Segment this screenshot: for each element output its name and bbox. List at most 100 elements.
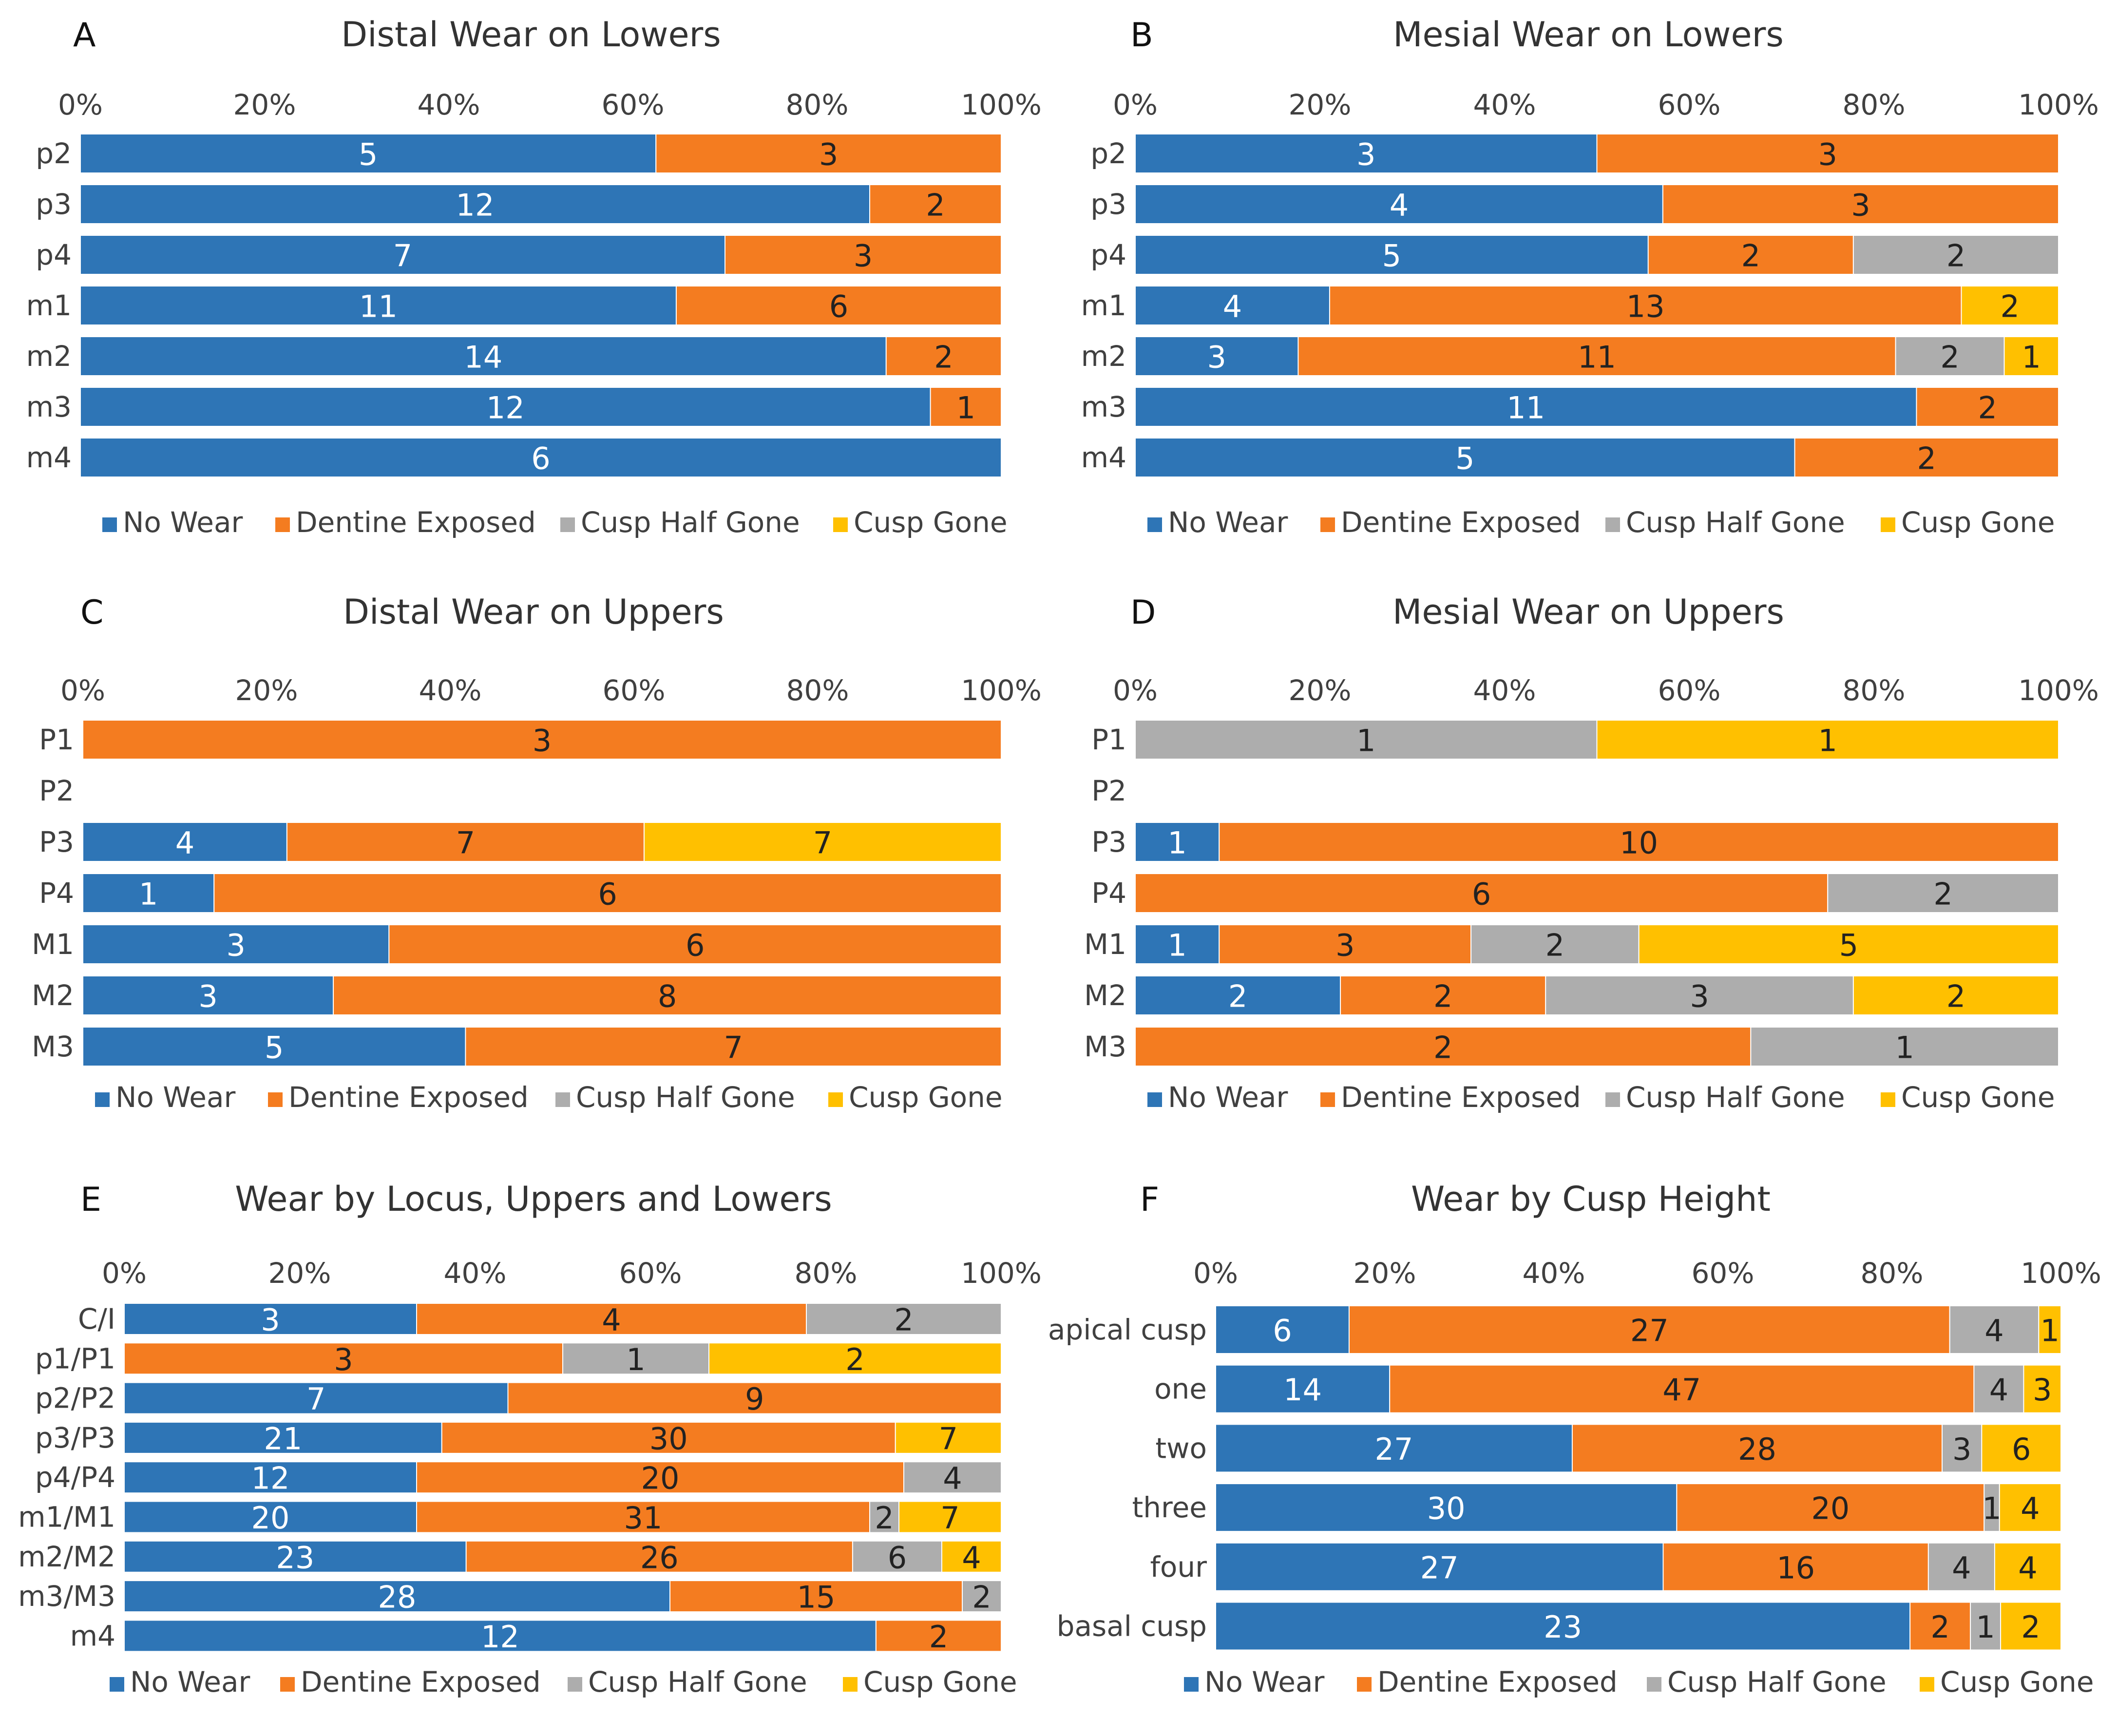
- category-label: M2: [32, 979, 74, 1012]
- data-label: 3: [261, 1302, 280, 1338]
- data-label: 2: [1741, 238, 1760, 274]
- data-label: 2: [845, 1342, 864, 1377]
- data-label: 4: [1390, 188, 1409, 223]
- bar-segment: [1135, 822, 1220, 862]
- data-label: 5: [1839, 928, 1858, 963]
- category-label: P2: [39, 774, 74, 807]
- category-label: p1/P1: [35, 1342, 115, 1375]
- bar-segment: [806, 1303, 1002, 1335]
- data-label: 27: [1420, 1550, 1459, 1585]
- legend-swatch: [1605, 1092, 1620, 1107]
- x-tick-label: 40%: [1473, 88, 1536, 121]
- x-tick-label: 0%: [102, 1257, 147, 1290]
- data-label: 2: [1930, 1609, 1949, 1645]
- x-tick-label: 0%: [1113, 88, 1158, 121]
- category-label: m1: [1081, 289, 1126, 322]
- panel-d: D Mesial Wear on Uppers 0% 20% 40% 60% 80% 100%…: [1084, 592, 2099, 1114]
- bar-segment: [1135, 873, 1829, 913]
- data-label: 10: [1620, 825, 1658, 861]
- bar-segment: [333, 975, 1002, 1015]
- panel-e: E Wear by Locus, Uppers and Lowers 0% 20% 40…: [18, 1179, 1042, 1698]
- x-tick-label: 60%: [603, 674, 666, 707]
- x-tick-label: 100%: [961, 88, 1042, 121]
- data-label: 11: [1578, 340, 1616, 375]
- legend-entry: No Wear: [115, 1081, 235, 1114]
- bar-segment: [1135, 184, 1663, 224]
- data-label: 3: [1818, 137, 1837, 172]
- chart-title: Distal Wear on Uppers: [343, 592, 724, 632]
- bar-segment: [82, 924, 390, 964]
- data-label: 2: [1933, 877, 1952, 912]
- category-label: P2: [1091, 774, 1126, 807]
- bar-segment: [1348, 1305, 1950, 1354]
- bar-segment: [2023, 1364, 2062, 1413]
- bar-segment: [1329, 286, 1962, 325]
- bar-segment: [1215, 1305, 1350, 1354]
- bar-segment: [669, 1580, 963, 1613]
- bar-segment: [80, 134, 657, 173]
- data-label: 2: [1946, 238, 1965, 274]
- bar-segment: [1942, 1424, 1983, 1473]
- data-label: 4: [2021, 1491, 2040, 1526]
- bar-segment: [869, 184, 1002, 224]
- legend-swatch: [1881, 517, 1895, 532]
- category-label: p2: [1090, 137, 1126, 170]
- bar-segment: [675, 286, 1002, 325]
- data-label: 3: [854, 238, 873, 274]
- x-tick-label: 80%: [795, 1257, 858, 1290]
- category-label: four: [1150, 1550, 1207, 1583]
- data-label: 5: [265, 1030, 284, 1066]
- legend-entry: No Wear: [1168, 506, 1288, 539]
- data-label: 6: [1273, 1313, 1292, 1349]
- category-label: m2: [1081, 340, 1126, 373]
- data-label: 5: [1455, 441, 1474, 477]
- bar-segment: [2000, 1602, 2061, 1651]
- chart-title: Mesial Wear on Uppers: [1392, 592, 1784, 632]
- x-tick-label: 100%: [2021, 1257, 2101, 1290]
- data-label: 3: [226, 928, 245, 963]
- bar-segment: [1949, 1305, 2040, 1354]
- bar-segment: [82, 1027, 466, 1067]
- data-label: 27: [1630, 1313, 1669, 1349]
- data-label: 2: [1433, 979, 1452, 1014]
- bar-segment: [962, 1580, 1002, 1613]
- category-label: m3: [1081, 390, 1126, 423]
- category-label: p3: [36, 188, 72, 221]
- data-label: 12: [486, 390, 525, 426]
- data-label: 2: [1940, 340, 1959, 375]
- data-label: 6: [531, 441, 550, 477]
- legend-swatch: [110, 1677, 124, 1692]
- bar-segment: [1961, 286, 2060, 325]
- data-label: 21: [264, 1421, 302, 1456]
- category-label: P1: [39, 723, 74, 756]
- legend-entry: No Wear: [1168, 1081, 1288, 1114]
- x-tick-label: 20%: [1289, 674, 1352, 707]
- panel-letter: B: [1130, 16, 1153, 55]
- data-label: 9: [745, 1381, 764, 1417]
- category-label: C/I: [78, 1302, 115, 1335]
- data-label: 20: [1811, 1491, 1850, 1526]
- x-tick-label: 60%: [602, 88, 665, 121]
- bar-segment: [1794, 438, 2060, 477]
- x-tick-label: 0%: [60, 674, 105, 707]
- legend-entry: Cusp Gone: [863, 1665, 1017, 1698]
- bar-segment: [124, 1580, 670, 1613]
- x-tick-label: 80%: [786, 88, 849, 121]
- x-tick-label: 60%: [619, 1257, 682, 1290]
- bar-segment: [1916, 387, 2059, 427]
- data-label: 14: [1283, 1372, 1322, 1408]
- bar-segment: [898, 1501, 1002, 1533]
- category-label: M3: [32, 1030, 74, 1063]
- data-label: 2: [1946, 979, 1965, 1014]
- bar-segment: [655, 134, 1002, 173]
- data-label: 4: [962, 1540, 981, 1575]
- category-label: M1: [32, 928, 74, 961]
- legend-swatch: [268, 1092, 283, 1107]
- data-label: 2: [875, 1500, 894, 1536]
- panel-c: C Distal Wear on Uppers 0% 20% 40% 60% 80% 100%…: [32, 592, 1042, 1114]
- bar-segment: [82, 975, 334, 1015]
- bar-segment: [1219, 924, 1472, 964]
- bar-segment: [1135, 924, 1220, 964]
- data-label: 1: [2040, 1313, 2059, 1349]
- chart-title: Wear by Locus, Uppers and Lowers: [235, 1179, 832, 1219]
